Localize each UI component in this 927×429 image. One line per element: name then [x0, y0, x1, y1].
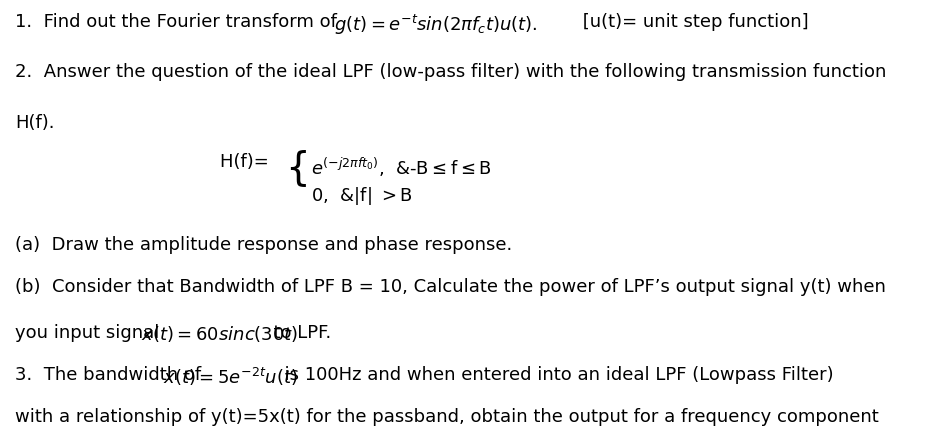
- Text: to LPF.: to LPF.: [262, 324, 331, 342]
- Text: $x(t)= 5e^{-2t}u(t)$: $x(t)= 5e^{-2t}u(t)$: [163, 366, 298, 388]
- Text: $\{$: $\{$: [285, 148, 307, 189]
- Text: is 100Hz and when entered into an ideal LPF (Lowpass Filter): is 100Hz and when entered into an ideal …: [273, 366, 834, 384]
- Text: with a relationship of y(t)=5x(t) for the passband, obtain the output for a freq: with a relationship of y(t)=5x(t) for th…: [15, 408, 879, 426]
- Text: you input signal: you input signal: [15, 324, 165, 342]
- Text: [u(t)= unit step function]: [u(t)= unit step function]: [578, 12, 809, 30]
- Text: (a)  Draw the amplitude response and phase response.: (a) Draw the amplitude response and phas…: [15, 236, 513, 254]
- Text: 2.  Answer the question of the ideal LPF (low-pass filter) with the following tr: 2. Answer the question of the ideal LPF …: [15, 63, 886, 81]
- Text: (b)  Consider that Bandwidth of LPF B = 10, Calculate the power of LPF’s output : (b) Consider that Bandwidth of LPF B = 1…: [15, 278, 886, 296]
- Text: $x(t)= 60sinc(30t)$: $x(t)= 60sinc(30t)$: [141, 324, 298, 344]
- Text: $g(t)= e^{-t}sin(2\pi f_c t)u(t)$.: $g(t)= e^{-t}sin(2\pi f_c t)u(t)$.: [335, 12, 538, 37]
- Text: 1.  Find out the Fourier transform of: 1. Find out the Fourier transform of: [15, 12, 343, 30]
- Text: H(f).: H(f).: [15, 114, 55, 132]
- Text: 0,  &|f| $>$B: 0, &|f| $>$B: [311, 185, 413, 207]
- Text: H(f)=: H(f)=: [221, 153, 274, 171]
- Text: 3.  The bandwidth of: 3. The bandwidth of: [15, 366, 207, 384]
- Text: $e^{(-j2\pi f t_0)}$,  &-B$\leq$f$\leq$B: $e^{(-j2\pi f t_0)}$, &-B$\leq$f$\leq$B: [311, 156, 492, 179]
